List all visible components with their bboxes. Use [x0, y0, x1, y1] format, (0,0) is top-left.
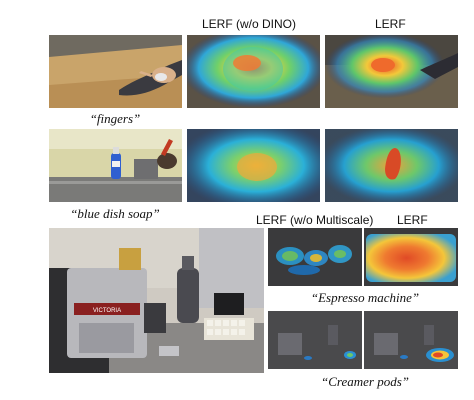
- caption-blue-dish-soap: “blue dish soap”: [70, 206, 160, 221]
- dish-soap-lerf-wo-dino-heatmap: [187, 129, 320, 202]
- espresso-machine-label: VICTORIA: [93, 308, 121, 314]
- fingers-lerf-heatmap: [325, 35, 458, 108]
- header-lerf-wo-dino: LERF (w/o DINO): [202, 17, 297, 31]
- dish-soap-lerf-heatmap: [325, 129, 458, 202]
- creamer-lerf-heatmap: [364, 311, 458, 369]
- header-lerf-bottom: LERF: [397, 213, 428, 227]
- caption-creamer-pods: “Creamer pods”: [320, 374, 409, 389]
- espresso-lerf-wo-multiscale-heatmap: [268, 228, 362, 286]
- fingers-rgb-image: [49, 35, 182, 108]
- fingers-lerf-wo-dino-heatmap: [187, 35, 320, 108]
- header-lerf-top: LERF: [375, 17, 406, 31]
- caption-fingers: “fingers”: [89, 111, 141, 126]
- dish-soap-rgb-image: [49, 129, 182, 202]
- header-lerf-wo-multiscale: LERF (w/o Multiscale): [256, 213, 374, 227]
- dish-soap-label: [112, 161, 120, 167]
- espresso-lerf-heatmap: [364, 228, 458, 286]
- caption-espresso-machine: “Espresso machine”: [310, 290, 420, 305]
- espresso-scene-rgb-image: VICTORIA: [49, 228, 264, 373]
- creamer-lerf-wo-multiscale-heatmap: [268, 311, 362, 369]
